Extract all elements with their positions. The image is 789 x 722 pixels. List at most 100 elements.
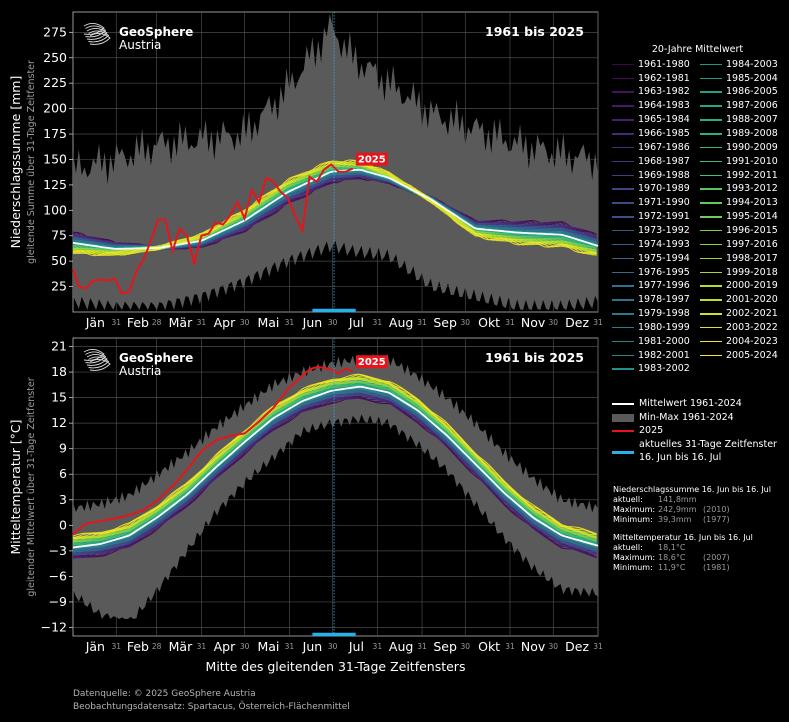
legend-item-1976-1995: 1976-1995: [610, 266, 690, 280]
legend-label: 2003-2022: [726, 321, 778, 333]
month-end-label: 31: [373, 318, 383, 327]
y-tick-label: 75: [51, 228, 67, 243]
legend-title: 20-Jahre Mittelwert: [651, 44, 744, 55]
legend-label: 1995-2014: [726, 211, 778, 223]
legend-item-1986-2005: 1986-2005: [698, 85, 778, 99]
month-end-label: 31: [197, 318, 207, 327]
legend-label: 1982-2001: [638, 349, 690, 361]
panel-temperature: −12 −9 −6 −3 0 3 6 9 12 15 18 21 Jän 31 Feb 28 Mär 31 Apr 3…: [8, 337, 603, 674]
info-year: (2007): [703, 553, 730, 562]
month-label: Dez: [565, 315, 589, 330]
year-marker-box: [355, 152, 388, 166]
legend-swatch: [612, 299, 634, 301]
legend-item-1983-2002: 1983-2002: [610, 362, 690, 376]
month-label: Dez: [565, 639, 589, 654]
info-row: Maximum: 242,9mm (2010): [613, 505, 788, 515]
month-end-label: 31: [111, 642, 121, 651]
month-end-label: 28: [152, 642, 162, 651]
legend-swatch: [612, 368, 634, 370]
legend-item-1970-1989: 1970-1989: [610, 182, 690, 196]
legend-item-1961-1980: 1961-1980: [610, 58, 690, 72]
month-label: Jän: [85, 639, 105, 654]
y-tick-label: 9: [59, 441, 67, 456]
legend-label: 1988-2007: [726, 114, 778, 126]
legend-swatch: [612, 285, 634, 287]
legend-swatch: [700, 216, 722, 218]
legend-item-1999-2018: 1999-2018: [698, 266, 778, 280]
legend-swatch: [700, 285, 722, 287]
legend-label: 1998-2017: [726, 252, 778, 264]
month-end-label: 30: [328, 318, 338, 327]
legend-item-1988-2007: 1988-2007: [698, 113, 778, 127]
legend-swatch: [700, 326, 722, 329]
legend-year: 2025: [610, 424, 788, 438]
legend-item-1987-2006: 1987-2006: [698, 99, 778, 113]
month-label: Sep: [433, 639, 457, 654]
source-note: Datenquelle: © 2025 GeoSphere Austria Be…: [73, 688, 350, 713]
logo-sub: Austria: [119, 38, 161, 52]
month-end-label: 30: [328, 642, 338, 651]
legend-label: 1979-1998: [638, 308, 690, 320]
legend-swatch: [700, 257, 722, 260]
month-end-label: 31: [111, 318, 121, 327]
temp-info-title: Mitteltemperatur 16. Jun bis 16. Jul: [613, 533, 753, 542]
month-label: Mär: [169, 315, 193, 330]
y-tick-label: −3: [49, 543, 67, 558]
legend-label: 1965-1984: [638, 114, 690, 126]
info-label: Maximum:: [613, 505, 656, 514]
series-legend: Mittelwert 1961-2024 Min-Max 1961-2024 2…: [610, 397, 788, 465]
legend-label: 1996-2015: [726, 224, 778, 236]
y-tick-label: 25: [51, 279, 67, 294]
info-label: Maximum:: [613, 553, 656, 562]
legend-label: 1980-1999: [638, 321, 690, 333]
legend-item-1977-1996: 1977-1996: [610, 279, 690, 293]
month-label: Mär: [169, 639, 193, 654]
legend-label: 1986-2005: [726, 86, 778, 98]
legend-item-1995-2014: 1995-2014: [698, 210, 778, 224]
panel-precipitation: 25 50 75 100 125 150 175 200 225 250 275 Jän 31 Feb 28…: [8, 11, 603, 330]
year-marker-box: [355, 355, 388, 369]
legend-item-1990-2009: 1990-2009: [698, 141, 778, 155]
y-tick-label: 150: [43, 151, 67, 166]
month-label: Jun: [302, 315, 323, 330]
legend-minmax: Min-Max 1961-2024: [610, 411, 788, 425]
legend-item-1981-2000: 1981-2000: [610, 335, 690, 349]
legend-label: 2001-2020: [726, 294, 778, 306]
legend-item-1967-1986: 1967-1986: [610, 141, 690, 155]
legend-swatch: [612, 243, 634, 246]
legend-swatch: [612, 105, 634, 107]
logo-wave-icon: [86, 354, 108, 366]
month-end-label: 30: [549, 642, 559, 651]
temp-info: Mitteltemperatur 16. Jun bis 16. Jul akt…: [613, 533, 788, 573]
year-marker-label: 2025: [358, 357, 386, 368]
y-tick-label: 250: [43, 50, 67, 65]
legend-item-1975-1994: 1975-1994: [610, 252, 690, 266]
y-tick-label: 275: [43, 24, 67, 39]
month-end-label: 31: [417, 642, 427, 651]
month-label: Mai: [257, 315, 279, 330]
month-label: Nov: [521, 315, 546, 330]
legend-swatch: [612, 160, 634, 163]
legend-label: 2004-2023: [726, 335, 778, 347]
legend-item-1973-1992: 1973-1992: [610, 224, 690, 238]
legend-item-2000-2019: 2000-2019: [698, 279, 778, 293]
legend-label: 1999-2018: [726, 266, 778, 278]
precip-info-title: Niederschlagssumme 16. Jun bis 16. Jul: [613, 485, 771, 494]
info-year: (2010): [703, 505, 730, 514]
legend-item-1992-2011: 1992-2011: [698, 169, 778, 183]
month-label: Sep: [433, 315, 457, 330]
legend-label: 1978-1997: [638, 294, 690, 306]
legend-label: 1981-2000: [638, 335, 690, 347]
month-end-label: 31: [197, 642, 207, 651]
legend-item-1996-2015: 1996-2015: [698, 224, 778, 238]
minmax-band: [73, 353, 598, 619]
legend-swatch: [700, 229, 722, 232]
logo-sub: Austria: [119, 364, 161, 378]
legend-label: 1985-2004: [726, 72, 778, 84]
logo-wave-icon: [85, 25, 107, 38]
y-tick-label: 3: [59, 492, 67, 507]
precip-info: Niederschlagssumme 16. Jun bis 16. Jul a…: [613, 485, 788, 525]
info-label: Minimum:: [613, 515, 653, 524]
